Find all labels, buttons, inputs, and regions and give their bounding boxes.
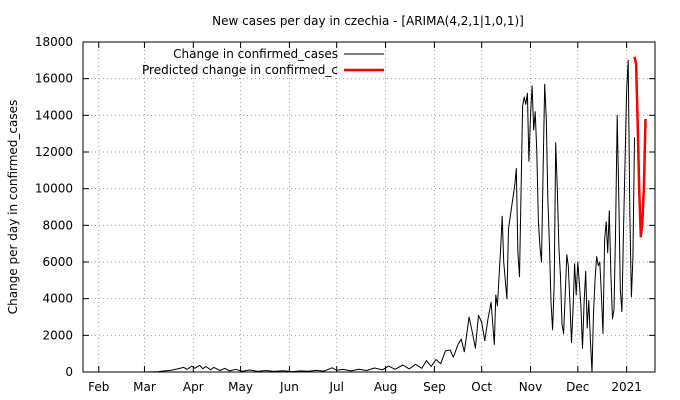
y-tick-label: 14000: [35, 108, 73, 122]
x-tick-label: 2021: [611, 380, 642, 394]
y-axis-label: Change per day in confirmed_cases: [6, 100, 20, 315]
y-tick-label: 2000: [42, 328, 73, 342]
x-tick-label: Nov: [519, 380, 542, 394]
y-tick-label: 4000: [42, 292, 73, 306]
x-tick-label: Feb: [88, 380, 109, 394]
x-tick-label: Apr: [183, 380, 204, 394]
predicted-cases-line: [633, 56, 647, 238]
y-tick-label: 18000: [35, 35, 73, 49]
y-tick-label: 6000: [42, 255, 73, 269]
x-tick-label: Jun: [279, 380, 299, 394]
legend-item-predicted-label: Predicted change in confirmed_c: [142, 63, 338, 77]
x-tick-label: May: [228, 380, 253, 394]
grid-lines: [83, 42, 655, 372]
legend-item-actual-label: Change in confirmed_cases: [173, 47, 338, 61]
x-tick-label: Oct: [471, 380, 492, 394]
y-tick-label: 16000: [35, 72, 73, 86]
axis-ticks: [83, 41, 655, 373]
y-tick-label: 12000: [35, 145, 73, 159]
plot-frame: [82, 41, 656, 373]
chart-title: New cases per day in czechia - [ARIMA(4,…: [212, 14, 524, 28]
x-tick-label: Jul: [328, 380, 343, 394]
x-tick-label: Aug: [374, 380, 397, 394]
actual-cases-line: [144, 59, 635, 373]
y-tick-label: 10000: [35, 182, 73, 196]
y-tick-label: 8000: [42, 218, 73, 232]
x-tick-label: Dec: [566, 380, 589, 394]
x-tick-labels: Feb Mar Apr May Jun Jul Aug Sep Oct Nov Dec 2021: [88, 380, 642, 394]
y-tick-labels: 0 2000 4000 6000 8000 10000 12000 14000 16000 180…: [35, 35, 73, 379]
x-tick-label: Mar: [133, 380, 156, 394]
plot-lines: [144, 56, 647, 373]
legend: Change in confirmed_cases Predicted chang…: [142, 47, 384, 77]
x-tick-label: Sep: [423, 380, 446, 394]
y-tick-label: 0: [65, 365, 73, 379]
